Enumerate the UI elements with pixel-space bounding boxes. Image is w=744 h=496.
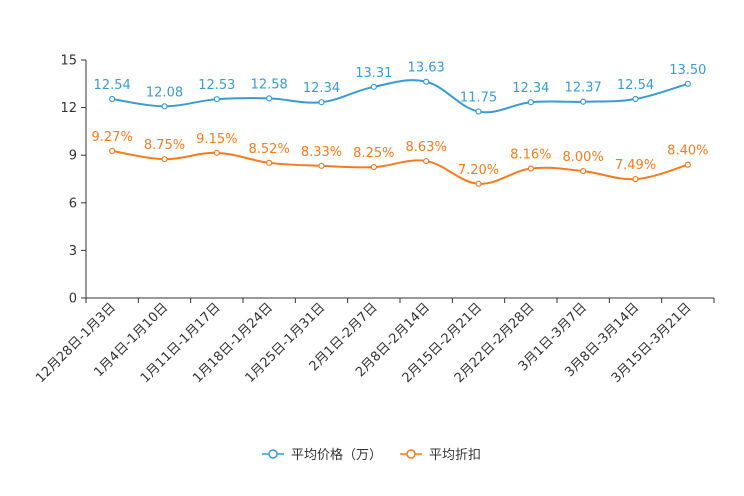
data-label: 12.37 <box>565 81 602 96</box>
data-point <box>527 99 534 106</box>
data-point <box>580 98 587 105</box>
data-point <box>370 83 377 90</box>
data-point <box>213 96 220 103</box>
data-label: 8.63% <box>406 140 447 155</box>
data-point <box>423 157 430 165</box>
data-label: 13.63 <box>408 61 445 76</box>
data-label: 11.75 <box>460 91 497 106</box>
data-label: 8.52% <box>249 142 290 157</box>
data-point <box>161 156 168 163</box>
data-label: 9.27% <box>92 130 133 145</box>
data-point <box>475 180 482 187</box>
data-point <box>632 176 639 183</box>
data-label: 8.40% <box>667 144 708 159</box>
legend-marker-1 <box>268 449 278 459</box>
y-tick-label: 15 <box>60 54 77 69</box>
data-point <box>580 167 587 175</box>
data-point <box>266 159 273 166</box>
data-point <box>213 149 220 156</box>
legend-marker-2 <box>406 449 416 459</box>
data-label: 9.15% <box>196 132 237 147</box>
data-point <box>423 78 430 85</box>
data-label: 12.53 <box>198 78 235 93</box>
data-point <box>109 147 116 155</box>
data-point <box>161 103 168 110</box>
data-point <box>684 161 691 168</box>
data-label: 13.50 <box>669 63 706 78</box>
legend-label-2: 平均折扣 <box>429 448 481 463</box>
y-tick-label: 3 <box>69 244 77 259</box>
data-point <box>632 95 639 103</box>
data-label: 7.49% <box>615 158 656 173</box>
data-point <box>266 95 273 102</box>
data-point <box>370 164 377 171</box>
data-label: 13.31 <box>355 66 392 81</box>
data-label: 12.54 <box>617 78 654 93</box>
data-label: 8.25% <box>353 146 394 161</box>
legend-label-1: 平均价格（万） <box>291 447 382 463</box>
data-point <box>475 108 482 115</box>
y-tick-label: 6 <box>69 196 77 211</box>
data-label: 8.33% <box>301 145 342 160</box>
data-label: 8.75% <box>144 138 185 153</box>
data-label: 7.20% <box>458 163 499 178</box>
y-tick-label: 12 <box>60 101 77 116</box>
data-label: 12.08 <box>146 85 183 100</box>
data-label: 12.58 <box>251 77 288 92</box>
y-tick-label: 0 <box>69 292 77 307</box>
data-point <box>109 95 116 103</box>
y-tick-label: 9 <box>69 149 77 164</box>
data-label: 8.16% <box>510 148 551 163</box>
data-label: 12.34 <box>512 81 549 96</box>
data-point <box>684 80 691 87</box>
data-label: 8.00% <box>563 150 604 165</box>
data-point <box>527 165 534 172</box>
data-point <box>318 99 325 106</box>
series-line-1 <box>112 79 689 114</box>
data-label: 12.54 <box>94 78 131 93</box>
series-line-2 <box>112 149 689 185</box>
data-label: 12.34 <box>303 81 340 96</box>
data-point <box>318 162 325 169</box>
